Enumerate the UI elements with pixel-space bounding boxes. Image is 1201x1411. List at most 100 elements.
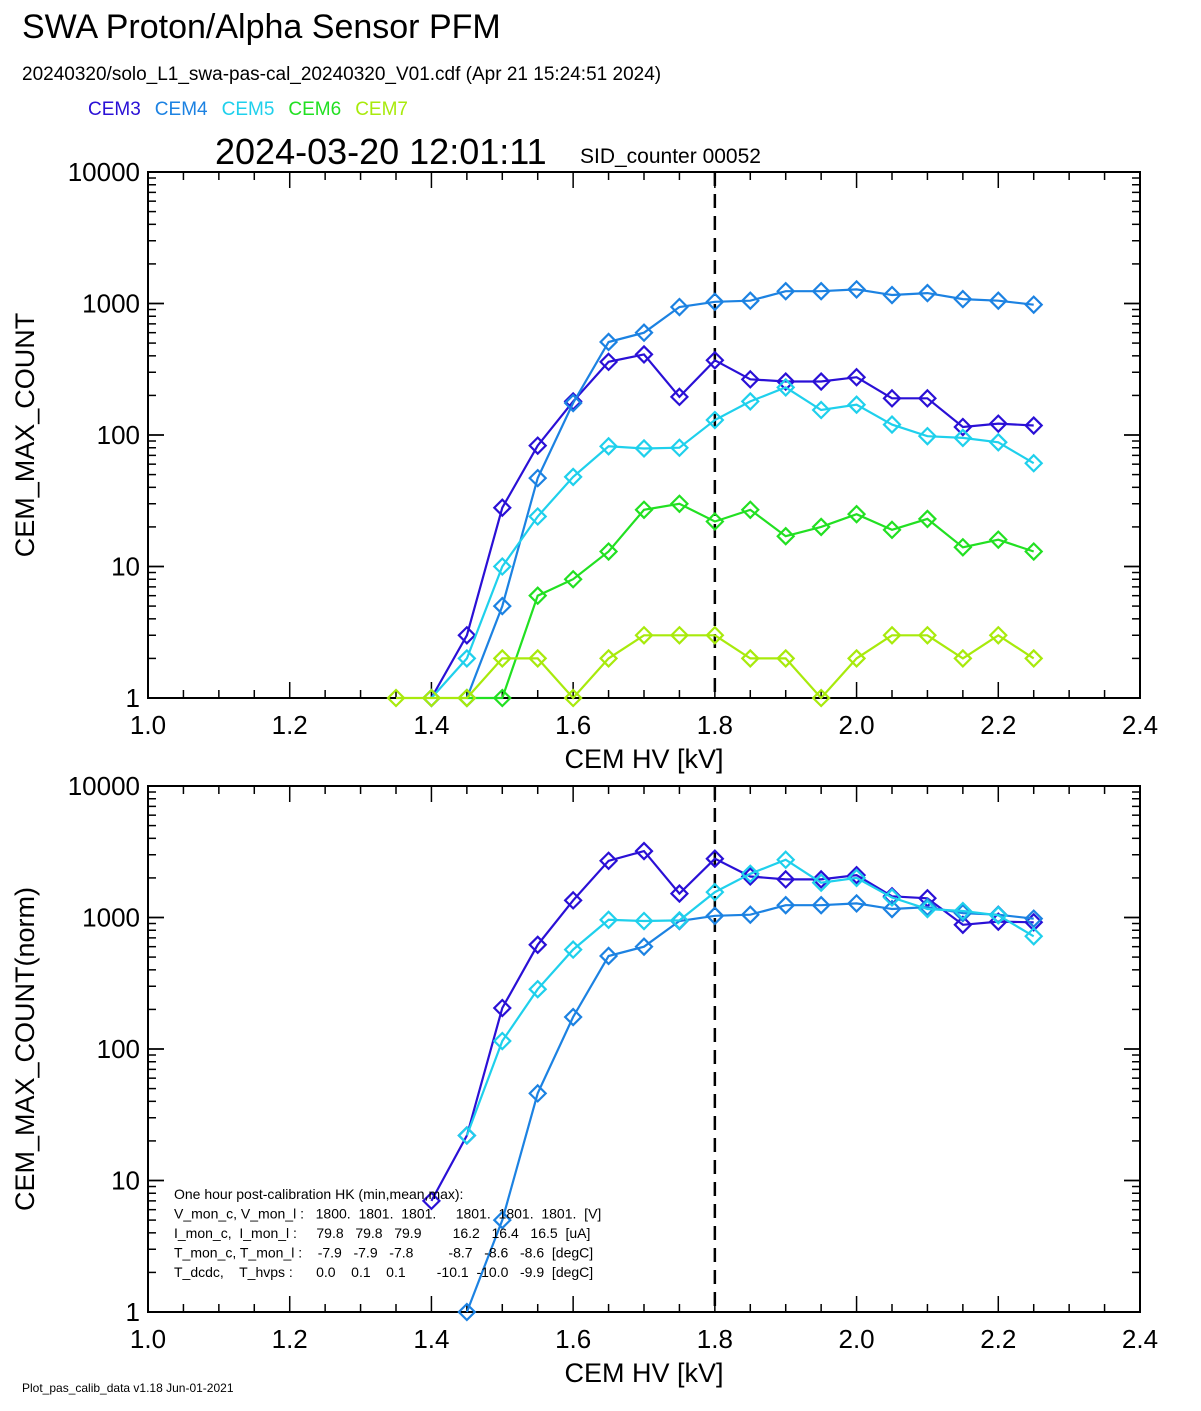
data-point-cem3	[705, 849, 725, 869]
data-point-cem4	[811, 895, 831, 915]
data-point-cem3	[634, 841, 654, 861]
hk-notes: One hour post-calibration HK (min,mean,m…	[174, 1186, 601, 1280]
data-point-cem6	[492, 688, 512, 708]
x-tick-label: 1.8	[697, 1324, 733, 1354]
data-point-cem5	[917, 899, 937, 919]
legend: CEM3 CEM4 CEM5 CEM6 CEM7	[88, 99, 422, 121]
data-point-cem4	[563, 1007, 583, 1027]
data-point-cem4	[705, 292, 725, 312]
data-point-cem5	[811, 873, 831, 893]
data-point-cem3	[811, 869, 831, 889]
data-point-cem3	[917, 388, 937, 408]
data-point-cem4	[847, 279, 867, 299]
x-tick-label: 2.4	[1122, 710, 1158, 740]
data-point-cem3	[1024, 912, 1044, 932]
data-point-cem7	[669, 625, 689, 645]
data-point-cem5	[917, 426, 937, 446]
data-point-cem7	[811, 688, 831, 708]
x-tick-label: 2.2	[980, 710, 1016, 740]
x-tick-label: 1.0	[130, 710, 166, 740]
data-point-cem3	[634, 344, 654, 364]
data-point-cem7	[776, 648, 796, 668]
data-point-cem5	[528, 506, 548, 527]
data-point-cem3	[847, 865, 867, 885]
data-point-cem3	[705, 350, 725, 370]
x-tick-label: 1.6	[555, 710, 591, 740]
data-point-cem7	[882, 625, 902, 645]
data-point-cem5	[599, 910, 619, 930]
series-line-cem3	[430, 849, 1034, 1202]
data-point-cem5	[563, 467, 583, 487]
data-point-cem5	[669, 438, 689, 458]
x-tick-label: 1.0	[130, 1324, 166, 1354]
data-point-cem7	[634, 625, 654, 645]
legend-entry-cem6: CEM6	[288, 99, 342, 120]
data-point-cem5	[740, 864, 760, 884]
legend-entry-cem7: CEM7	[355, 99, 408, 120]
chart-panel-2: 1 10 100 1000 10000 1.0 1.2 1.4 1.6 1.8 2.0 2.2 2.4 C…	[10, 771, 1158, 1388]
data-point-cem5	[599, 436, 619, 456]
data-point-cem4	[953, 289, 973, 309]
data-point-cem4	[1024, 909, 1044, 929]
data-point-cem6	[740, 500, 760, 520]
data-point-cem7	[705, 625, 725, 645]
data-point-cem4	[740, 905, 760, 925]
legend-entry-cem4: CEM4	[154, 99, 208, 120]
data-point-cem5	[1024, 926, 1044, 946]
x-axis-label: CEM HV [kV]	[564, 744, 723, 774]
data-point-cem7	[917, 625, 937, 645]
data-point-cem5	[953, 901, 973, 921]
data-point-cem6	[634, 500, 654, 520]
data-point-cem3	[528, 436, 548, 456]
series-line-cem6	[466, 502, 1035, 700]
data-point-cem3	[563, 391, 583, 411]
y-axis-label: CEM_MAX_COUNT(norm)	[10, 887, 40, 1211]
data-point-cem7	[563, 688, 583, 708]
data-point-cem4	[811, 281, 831, 301]
data-point-cem7	[953, 648, 973, 668]
data-point-cem4	[599, 946, 619, 966]
data-point-cem5	[705, 882, 725, 902]
data-point-cem4	[705, 906, 725, 926]
y-tick-label: 10	[111, 552, 140, 582]
data-point-cem3	[776, 869, 796, 889]
x-tick-label: 1.6	[555, 1324, 591, 1354]
data-point-cem4	[988, 291, 1008, 311]
data-point-cem6	[669, 494, 689, 514]
data-point-cem4	[634, 323, 654, 343]
sid-counter: SID_counter 00052	[580, 145, 761, 168]
x-axis-label: CEM HV [kV]	[564, 1358, 723, 1388]
y-tick-label: 10000	[68, 771, 140, 801]
data-point-cem6	[917, 509, 937, 529]
data-point-cem4	[917, 283, 937, 303]
data-point-cem5	[847, 395, 867, 415]
chart-panel-1: 1 10 100 1000 10000 1.0 1.2 1.4 1.6 1.8 2.0 2.2 2.4 C…	[10, 157, 1158, 774]
data-point-cem3	[457, 625, 477, 645]
y-axis-label: CEM_MAX_COUNT	[10, 313, 40, 558]
data-point-cem4	[882, 899, 902, 919]
data-point-cem6	[811, 517, 831, 537]
data-point-cem4	[528, 1083, 548, 1103]
data-point-cem7	[457, 688, 477, 708]
data-point-cem5	[882, 415, 902, 435]
data-point-cem6	[776, 526, 796, 546]
series-line-cem5	[465, 858, 1035, 1136]
data-point-cem5	[988, 905, 1008, 925]
series-group	[386, 279, 1044, 708]
data-point-cem4	[528, 468, 548, 488]
data-point-cem5	[776, 850, 796, 870]
data-point-cem4	[669, 297, 689, 317]
data-point-cem5	[1024, 453, 1044, 473]
data-point-cem3	[669, 884, 689, 904]
series-line-cem5	[430, 386, 1035, 699]
plot-frame	[147, 171, 1141, 699]
data-point-cem5	[953, 428, 973, 448]
data-point-cem5	[705, 410, 725, 430]
y-tick-label: 10	[111, 1166, 140, 1196]
y-tick-label: 1	[126, 1297, 140, 1327]
data-point-cem5	[492, 556, 512, 577]
data-point-cem5	[847, 868, 867, 888]
data-point-cem4	[917, 897, 937, 917]
series-line-cem4	[465, 288, 1034, 699]
